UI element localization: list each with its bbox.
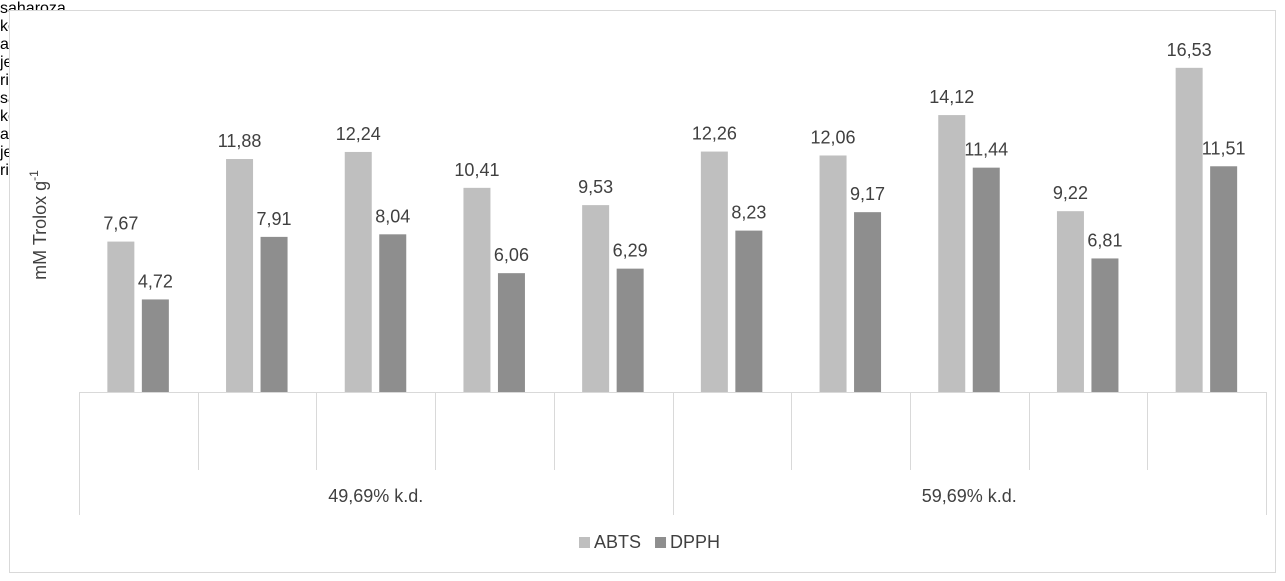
data-label: 12,24	[336, 124, 381, 144]
data-label: 7,67	[103, 214, 138, 234]
bar	[616, 268, 644, 392]
data-label: 8,23	[731, 203, 766, 223]
legend-label: ABTS	[594, 532, 641, 552]
data-label: 11,88	[218, 131, 262, 151]
data-label: 4,72	[138, 271, 173, 291]
y-axis-label-superscript: -1	[27, 170, 41, 181]
bar	[141, 299, 169, 392]
data-label: 14,12	[929, 87, 974, 107]
bar	[938, 115, 966, 392]
data-label: 10,41	[454, 160, 499, 180]
legend-label: DPPH	[670, 532, 720, 552]
bar	[1210, 166, 1238, 392]
data-label: 9,22	[1053, 183, 1088, 203]
group-label: 59,69% k.d.	[922, 486, 1017, 506]
legend-swatch	[655, 537, 667, 548]
data-label: 6,06	[494, 245, 529, 265]
bar	[1056, 211, 1084, 392]
bar	[344, 151, 372, 392]
y-axis-label: mM Trolox g-1	[27, 170, 50, 280]
bar	[379, 234, 407, 392]
bar	[972, 167, 1000, 392]
data-label: 6,29	[613, 241, 648, 261]
bar	[226, 159, 254, 392]
bar	[1091, 258, 1119, 392]
data-label: 11,44	[964, 140, 1008, 160]
data-label: 9,53	[578, 177, 613, 197]
data-label: 11,51	[1202, 138, 1246, 158]
legend-swatch	[579, 537, 590, 548]
bar	[735, 230, 763, 392]
group-label: 49,69% k.d.	[328, 486, 423, 506]
bar	[819, 155, 847, 392]
bar	[497, 273, 525, 392]
bar	[700, 151, 728, 392]
data-label: 8,04	[375, 206, 410, 226]
y-axis-label-text: mM Trolox g	[30, 181, 50, 280]
data-label: 12,26	[692, 124, 737, 144]
bar	[260, 236, 288, 392]
data-label: 16,53	[1167, 40, 1212, 60]
bar	[854, 212, 882, 392]
bar	[582, 205, 610, 392]
bar	[107, 241, 135, 392]
bar	[463, 187, 491, 392]
bar	[1175, 67, 1203, 392]
data-label: 9,17	[850, 184, 885, 204]
data-label: 12,06	[811, 127, 856, 147]
data-label: 7,91	[257, 209, 292, 229]
data-label: 6,81	[1087, 230, 1122, 250]
